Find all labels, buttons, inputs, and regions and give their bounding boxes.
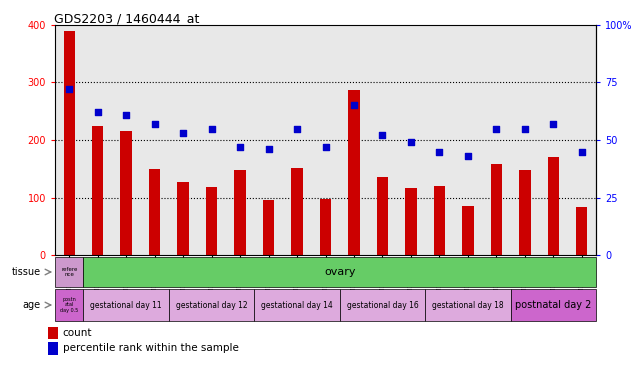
Bar bbox=[149, 169, 160, 255]
Point bbox=[406, 139, 416, 146]
Bar bbox=[405, 188, 417, 255]
Point bbox=[235, 144, 246, 150]
Bar bbox=[55, 257, 83, 287]
Point bbox=[263, 146, 274, 152]
Point bbox=[320, 144, 331, 150]
Bar bbox=[169, 289, 254, 321]
Bar bbox=[83, 289, 169, 321]
Point bbox=[378, 132, 388, 139]
Bar bbox=[434, 186, 445, 255]
Text: gestational day 11: gestational day 11 bbox=[90, 301, 162, 310]
Bar bbox=[254, 289, 340, 321]
Bar bbox=[519, 170, 531, 255]
Text: gestational day 16: gestational day 16 bbox=[347, 301, 419, 310]
Bar bbox=[576, 207, 587, 255]
Text: postnatal day 2: postnatal day 2 bbox=[515, 300, 592, 310]
Text: gestational day 12: gestational day 12 bbox=[176, 301, 247, 310]
Point bbox=[520, 126, 530, 132]
Text: postn
atal
day 0.5: postn atal day 0.5 bbox=[60, 297, 78, 313]
Bar bbox=[178, 182, 189, 255]
Text: GDS2203 / 1460444_at: GDS2203 / 1460444_at bbox=[54, 12, 200, 25]
Bar bbox=[121, 131, 132, 255]
Point bbox=[577, 149, 587, 155]
Point bbox=[349, 103, 359, 109]
Point bbox=[92, 109, 103, 116]
Text: gestational day 14: gestational day 14 bbox=[261, 301, 333, 310]
Text: count: count bbox=[63, 328, 92, 338]
Text: age: age bbox=[22, 300, 41, 310]
Point bbox=[434, 149, 444, 155]
Point bbox=[548, 121, 558, 127]
Bar bbox=[340, 289, 425, 321]
Bar bbox=[55, 289, 83, 321]
Bar bbox=[462, 206, 474, 255]
Text: refere
nce: refere nce bbox=[61, 266, 78, 277]
Bar bbox=[511, 289, 596, 321]
Bar bbox=[92, 126, 103, 255]
Bar bbox=[235, 170, 246, 255]
Point bbox=[149, 121, 160, 127]
Point bbox=[206, 126, 217, 132]
Text: percentile rank within the sample: percentile rank within the sample bbox=[63, 343, 238, 353]
Point bbox=[64, 86, 74, 93]
Point bbox=[292, 126, 302, 132]
Point bbox=[121, 112, 131, 118]
Bar bbox=[377, 177, 388, 255]
Bar bbox=[320, 199, 331, 255]
Bar bbox=[547, 157, 559, 255]
Bar bbox=[291, 167, 303, 255]
Bar bbox=[48, 342, 58, 354]
Text: tissue: tissue bbox=[12, 267, 41, 277]
Bar bbox=[425, 289, 511, 321]
Text: ovary: ovary bbox=[324, 267, 356, 277]
Point bbox=[463, 153, 473, 159]
Bar bbox=[206, 187, 217, 255]
Bar bbox=[348, 90, 360, 255]
Bar bbox=[48, 326, 58, 339]
Bar bbox=[263, 200, 274, 255]
Point bbox=[491, 126, 501, 132]
Bar bbox=[490, 164, 502, 255]
Bar bbox=[63, 31, 75, 255]
Text: gestational day 18: gestational day 18 bbox=[432, 301, 504, 310]
Point bbox=[178, 130, 188, 136]
